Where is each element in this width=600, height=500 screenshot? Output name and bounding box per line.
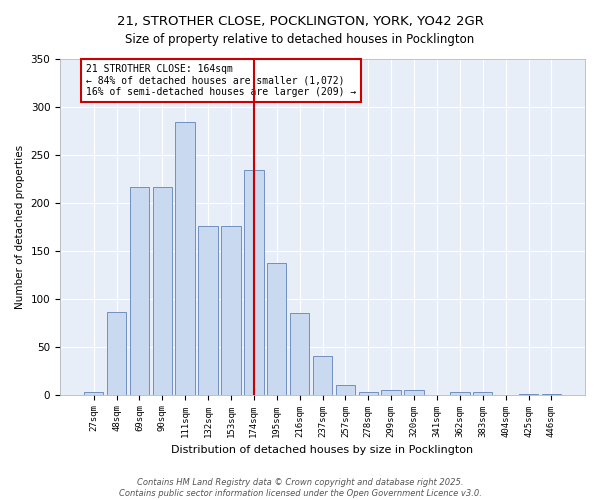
Bar [107,312,126,394]
Bar [335,385,355,394]
Bar [152,186,172,394]
Y-axis label: Number of detached properties: Number of detached properties [15,145,25,309]
Bar [404,390,424,394]
Bar [84,392,103,394]
Bar [290,313,310,394]
X-axis label: Distribution of detached houses by size in Pocklington: Distribution of detached houses by size … [172,445,473,455]
Bar [359,392,378,394]
Bar [450,392,470,394]
Text: 21, STROTHER CLOSE, POCKLINGTON, YORK, YO42 2GR: 21, STROTHER CLOSE, POCKLINGTON, YORK, Y… [116,15,484,28]
Bar [199,226,218,394]
Text: Contains HM Land Registry data © Crown copyright and database right 2025.
Contai: Contains HM Land Registry data © Crown c… [119,478,481,498]
Text: Size of property relative to detached houses in Pocklington: Size of property relative to detached ho… [125,32,475,46]
Bar [175,122,195,394]
Bar [267,264,286,394]
Text: 21 STROTHER CLOSE: 164sqm
← 84% of detached houses are smaller (1,072)
16% of se: 21 STROTHER CLOSE: 164sqm ← 84% of detac… [86,64,356,97]
Bar [130,186,149,394]
Bar [473,392,493,394]
Bar [313,356,332,395]
Bar [382,390,401,394]
Bar [244,170,263,394]
Bar [221,226,241,394]
